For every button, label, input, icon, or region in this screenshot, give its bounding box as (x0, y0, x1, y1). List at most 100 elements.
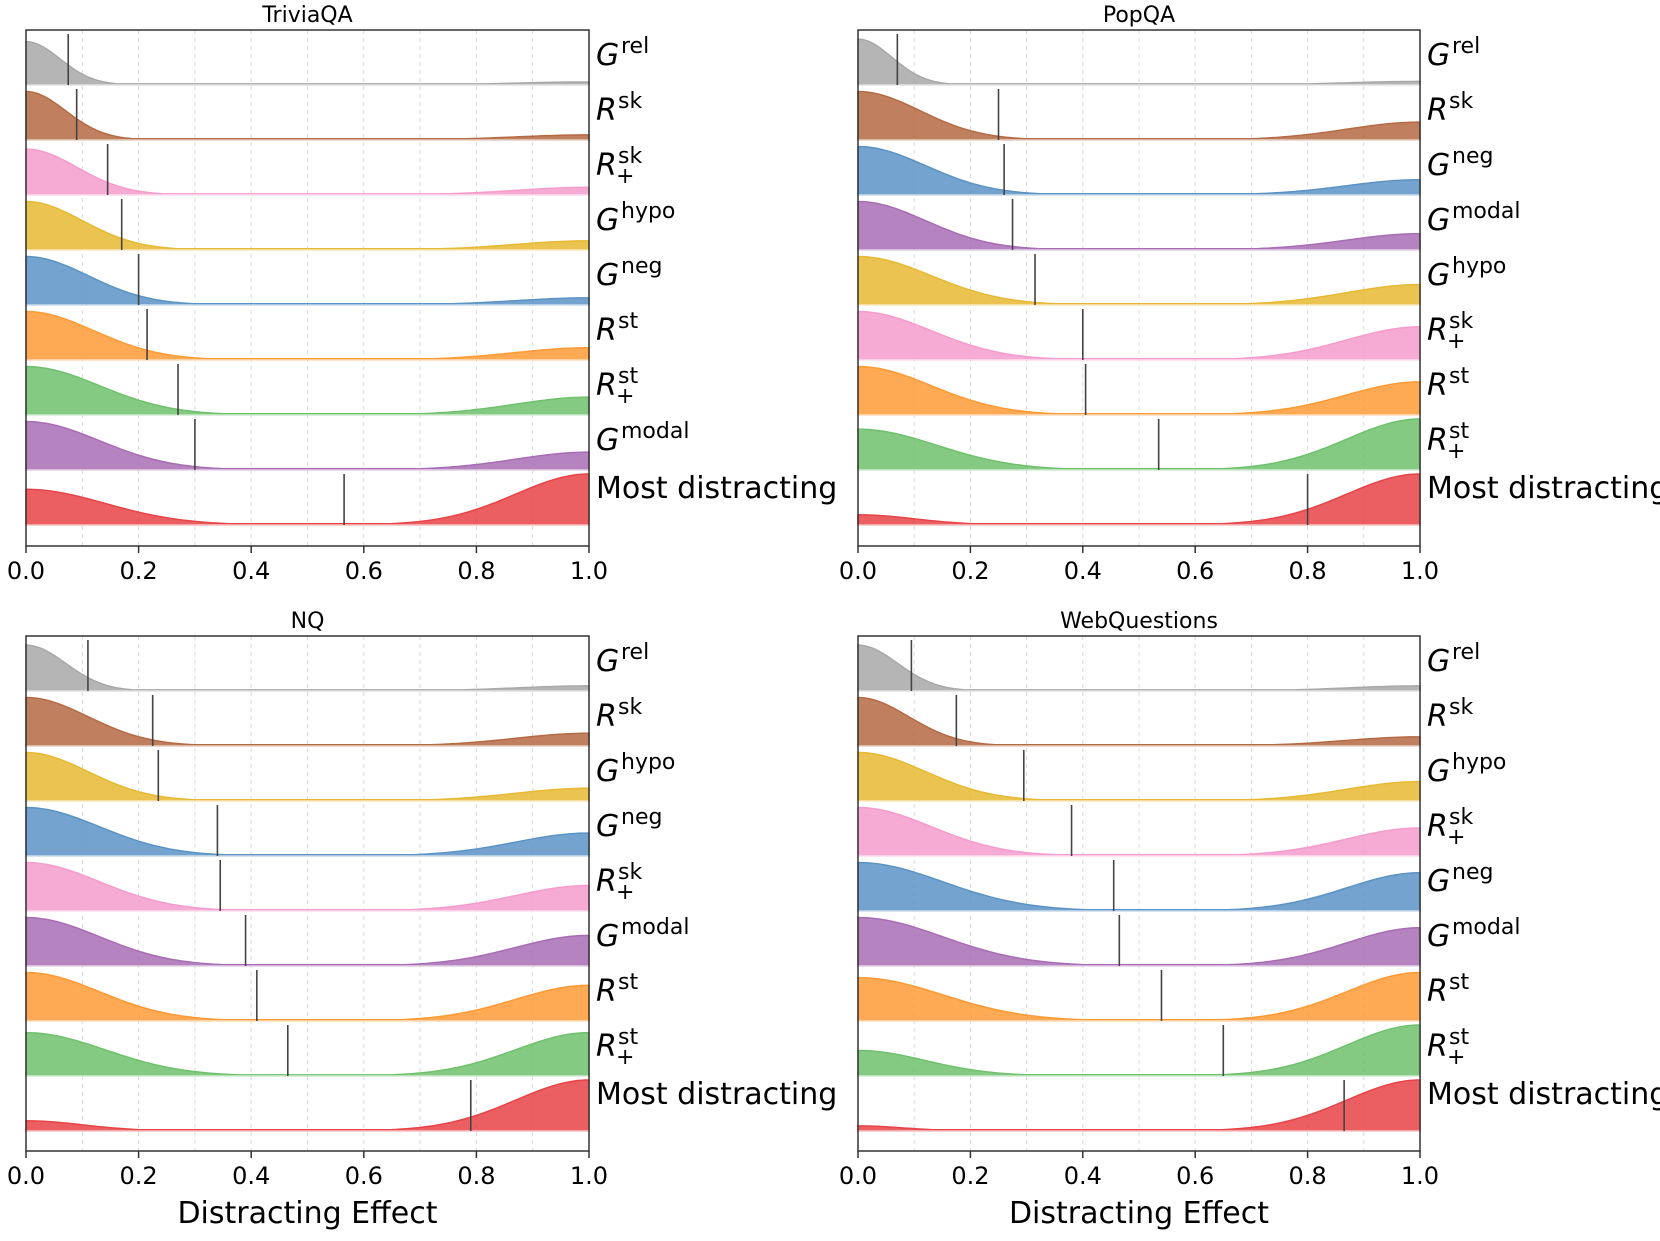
density-area (25, 200, 590, 251)
density-area (25, 916, 590, 967)
label-superscript: sk (1449, 89, 1473, 114)
axes-frame (25, 29, 590, 547)
label-superscript: rel (621, 34, 649, 59)
ridge-row: Rsk + (857, 805, 1473, 857)
ridge-row: Gneg (25, 254, 662, 306)
axes-frame (25, 635, 590, 1152)
ridge-row: Most distracting (25, 471, 837, 526)
label-subscript: + (616, 384, 634, 409)
axes-frame (857, 29, 1421, 547)
label-subscript: + (616, 880, 634, 905)
density-area (857, 90, 1421, 141)
label-base: R (1427, 974, 1448, 1009)
density-area (857, 751, 1421, 802)
ridge-row: Grel (857, 640, 1480, 692)
density-area (857, 861, 1421, 912)
row-label: Rsk (596, 89, 642, 128)
label-base: R (596, 93, 617, 128)
panel-title: TriviaQA (261, 3, 352, 28)
density-area (25, 861, 590, 912)
density-area (25, 90, 590, 141)
row-label: Rsk + (1427, 805, 1473, 850)
density-area (857, 971, 1421, 1022)
density-area (857, 365, 1421, 416)
label-base: G (1427, 919, 1450, 954)
density-area (857, 1024, 1421, 1077)
label-superscript: neg (1452, 144, 1493, 169)
label-superscript: neg (1452, 860, 1493, 885)
row-label: Rst (596, 309, 638, 348)
label-base: G (596, 919, 619, 954)
row-label: Gmodal (1427, 199, 1520, 238)
ridge-row: Rst + (857, 1024, 1469, 1077)
label-superscript: rel (621, 640, 649, 665)
row-label: Gmodal (596, 915, 689, 954)
label-base: G (1427, 258, 1450, 293)
label-subscript: + (616, 1045, 634, 1070)
ridge-row: Grel (25, 34, 649, 86)
row-label: Most distracting (1427, 471, 1660, 506)
row-label: Most distracting (596, 471, 837, 506)
ridge-row: Rsk (25, 89, 642, 141)
label-superscript: sk (1449, 309, 1473, 334)
label-base: G (596, 38, 619, 73)
ridge-row: Rsk + (25, 860, 642, 912)
ridge-row: Grel (857, 34, 1480, 86)
ridge-row: Rst + (25, 1025, 638, 1077)
x-tick-label: 0.0 (7, 557, 45, 585)
label-superscript: st (1449, 364, 1469, 389)
label-superscript: st (618, 364, 638, 389)
ridge-row: Rsk + (857, 309, 1473, 361)
label-subscript: + (1447, 825, 1465, 850)
density-area (857, 310, 1421, 361)
row-label: Rsk (1427, 89, 1473, 128)
ridge-row: Most distracting (857, 1077, 1660, 1132)
label-superscript: modal (621, 915, 689, 940)
label-superscript: st (618, 309, 638, 334)
label-superscript: st (618, 970, 638, 995)
label-base: G (1427, 754, 1450, 789)
ridge-row: Rsk (857, 695, 1473, 747)
row-label: Rst + (1427, 1025, 1469, 1070)
row-label: Gneg (596, 254, 662, 293)
ridge-row: Most distracting (25, 1077, 837, 1132)
ridge-row: Rsk (857, 89, 1473, 141)
density-area (25, 1079, 590, 1132)
label-base: G (596, 809, 619, 844)
ridge-row: Gneg (25, 805, 662, 857)
ridge-row: Gneg (857, 144, 1493, 196)
ridge-row: Rsk (25, 695, 642, 747)
x-tick-label: 0.8 (1289, 1162, 1327, 1190)
label-superscript: neg (621, 805, 662, 830)
ridge-row: Gmodal (25, 915, 689, 967)
density-area (25, 310, 590, 361)
label-base: R (1427, 313, 1448, 348)
label-superscript: sk (618, 89, 642, 114)
label-superscript: modal (621, 419, 689, 444)
row-label: Rsk + (596, 144, 642, 189)
row-label: Rst (1427, 364, 1469, 403)
x-tick-label: 0.2 (951, 557, 989, 585)
label-base: R (596, 864, 617, 899)
x-tick-label: 0.0 (839, 1162, 877, 1190)
label-base: R (596, 1029, 617, 1064)
density-area (25, 751, 590, 802)
row-label: Ghypo (1427, 254, 1506, 293)
row-label: Rst (1427, 970, 1469, 1009)
row-label: Ghypo (596, 750, 675, 789)
density-area (25, 365, 590, 416)
x-tick-label: 0.2 (120, 557, 158, 585)
label-superscript: sk (618, 695, 642, 720)
density-area (857, 145, 1421, 196)
row-label: Grel (596, 34, 649, 73)
label-base: R (1427, 809, 1448, 844)
ridge-row: Rst (857, 970, 1469, 1022)
panel-title: PopQA (1103, 3, 1175, 28)
panel-title: WebQuestions (1060, 609, 1218, 634)
x-tick-label: 0.6 (345, 1162, 383, 1190)
row-label: Rst + (1427, 419, 1469, 464)
row-label: Gneg (1427, 144, 1493, 183)
label-superscript: st (618, 1025, 638, 1050)
density-area (25, 644, 590, 692)
ridge-row: Ghypo (857, 254, 1506, 306)
